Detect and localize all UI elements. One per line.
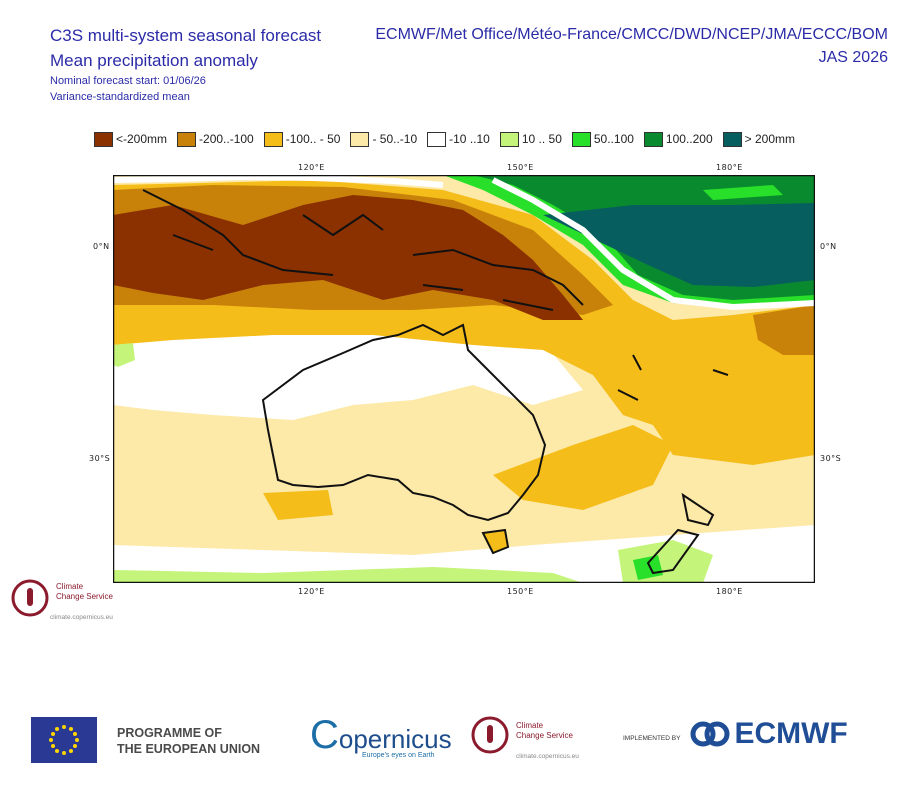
footer-logos: PROGRAMME OF THE EUROPEAN UNION Copernic… (0, 705, 900, 775)
lat-label-left-0n: 0°N (93, 242, 110, 251)
legend-label: 50..100 (593, 132, 634, 146)
lat-label-right-0n: 0°N (820, 242, 837, 251)
c3s-name-line2: Change Service (516, 731, 573, 740)
c3s-emblem-icon (471, 716, 509, 754)
legend-swatch (177, 131, 197, 147)
australia-coastline (261, 323, 547, 522)
forecast-start: Nominal forecast start: 01/06/26 (50, 75, 206, 87)
copernicus-logo: Copernicus Europe's eyes on Earth (310, 713, 452, 759)
legend-item: -10 ..10 (427, 131, 490, 147)
ecmwf-logo: ECMWF (690, 717, 848, 751)
legend-item: -100.. - 50 (263, 131, 341, 147)
anomaly-very-dry-core (113, 195, 583, 320)
legend-item: - 50..-10 (350, 131, 418, 147)
season-label: JAS 2026 (818, 49, 888, 66)
anomaly-wet-strip-south (113, 567, 583, 583)
c3s-url: climate.copernicus.eu (50, 614, 113, 621)
map-title: C3S multi-system seasonal forecast (50, 26, 322, 45)
map-subtitle: Mean precipitation anomaly (50, 51, 258, 70)
legend-swatch (722, 131, 742, 147)
c3s-name-line2: Change Service (56, 592, 113, 601)
legend-item: <-200mm (94, 131, 168, 147)
c3s-logo-small: Climate Change Service climate.copernicu… (10, 576, 140, 624)
legend-label: > 200mm (744, 132, 795, 146)
eu-flag-icon (31, 717, 97, 763)
copernicus-wordmark: opernicus (338, 724, 452, 754)
legend-label: 10 .. 50 (521, 132, 562, 146)
copernicus-tagline: Europe's eyes on Earth (362, 752, 435, 759)
c3s-name-line1: Climate (516, 721, 544, 730)
legend-label: -100.. - 50 (285, 132, 341, 146)
legend-item: > 200mm (722, 131, 795, 147)
systems-list: ECMWF/Met Office/Météo-France/CMCC/DWD/N… (375, 26, 888, 43)
lon-label-bottom-180e: 180°E (716, 587, 743, 596)
legend-item: -200..-100 (177, 131, 254, 147)
legend-item: 100..200 (643, 131, 713, 147)
legend-item: 10 .. 50 (499, 131, 562, 147)
lon-label-top-120e: 120°E (298, 163, 325, 172)
tasmania-coastline (481, 528, 510, 555)
lat-label-left-30s: 30°S (89, 454, 111, 463)
legend-swatch (427, 131, 447, 147)
map-frame (113, 175, 815, 583)
eu-programme-line1: PROGRAMME OF (117, 726, 222, 740)
ecmwf-wordmark: ECMWF (734, 717, 848, 750)
legend-label: - 50..-10 (372, 132, 418, 146)
lat-label-right-30s: 30°S (820, 454, 842, 463)
legend-swatch (94, 131, 113, 147)
eu-programme-text: PROGRAMME OF THE EUROPEAN UNION (117, 725, 260, 757)
legend-swatch (499, 131, 519, 147)
c3s-emblem-icon (11, 579, 49, 617)
copernicus-c-icon: C (310, 713, 339, 757)
legend-swatch (571, 131, 591, 147)
lon-label-top-180e: 180°E (716, 163, 743, 172)
c3s-name-line1: Climate (56, 582, 84, 591)
lon-label-bottom-150e: 150°E (507, 587, 534, 596)
maritime-continent-coastlines (142, 189, 584, 311)
legend-label: <-200mm (116, 132, 168, 146)
lon-label-top-150e: 150°E (507, 163, 534, 172)
ecmwf-emblem-icon (690, 721, 730, 747)
method-note: Variance-standardized mean (50, 91, 190, 103)
lon-label-bottom-120e: 120°E (298, 587, 325, 596)
legend-swatch (643, 131, 663, 147)
eu-programme-line2: THE EUROPEAN UNION (117, 742, 261, 756)
legend: <-200mm -200..-100 -100.. - 50 - 50..-10… (94, 130, 805, 148)
implemented-by-text: IMPLEMENTED BY (623, 735, 681, 742)
c3s-url: climate.copernicus.eu (516, 753, 579, 760)
legend-swatch (350, 131, 370, 147)
legend-swatch (263, 131, 283, 147)
pacific-islands-coastlines (617, 354, 729, 401)
legend-label: -10 ..10 (449, 132, 490, 146)
anomaly-extreme-wet-core (543, 203, 815, 287)
precipitation-anomaly-map (113, 175, 815, 583)
legend-label: -200..-100 (199, 132, 254, 146)
legend-label: 100..200 (665, 132, 713, 146)
new-zealand-coastline (646, 492, 715, 575)
legend-item: 50..100 (571, 131, 634, 147)
